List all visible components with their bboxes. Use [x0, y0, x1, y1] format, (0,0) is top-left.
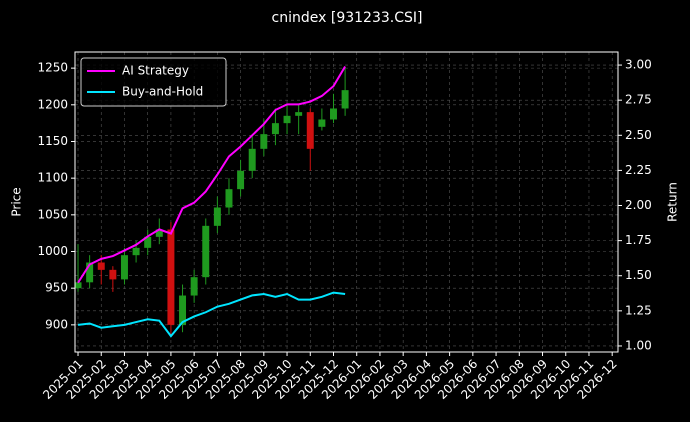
y-tick-label: 1050 — [37, 207, 68, 221]
y-tick-label: 1250 — [37, 61, 68, 75]
candle-body — [341, 90, 349, 109]
candle-body — [190, 277, 198, 296]
candle-body — [213, 207, 221, 226]
candle-body — [179, 295, 187, 325]
candle-body — [271, 123, 279, 135]
y2-tick-label: 2.50 — [625, 128, 652, 142]
candle-body — [144, 236, 152, 248]
candle-body — [237, 170, 245, 190]
candle-body — [202, 225, 210, 278]
candle-body — [283, 115, 291, 124]
y-tick-label: 1150 — [37, 134, 68, 148]
candle-body — [120, 255, 128, 280]
y-tick-label: 1100 — [37, 171, 68, 185]
candle-body — [318, 119, 326, 127]
chart-title: cnindex [931233.CSI] — [272, 10, 423, 26]
candle-body — [97, 262, 105, 270]
candle-body — [167, 229, 175, 325]
y2-tick-label: 2.25 — [625, 163, 652, 177]
candle-body — [132, 247, 140, 256]
candle-body — [330, 108, 337, 120]
y2-axis-label: Return — [666, 182, 680, 222]
legend-label: Buy-and-Hold — [122, 85, 203, 99]
legend-label: AI Strategy — [122, 64, 189, 78]
y-tick-label: 900 — [45, 317, 68, 331]
plot-frame — [74, 51, 619, 353]
candle-body — [295, 112, 303, 116]
candle-body — [109, 269, 117, 280]
line-series — [77, 291, 346, 338]
y-tick-label: 1200 — [37, 97, 68, 111]
y2-tick-label: 1.00 — [625, 338, 652, 352]
candle-body — [74, 282, 82, 289]
y2-tick-label: 1.50 — [625, 268, 652, 282]
candle-body — [86, 262, 94, 283]
y2-tick-label: 2.00 — [625, 198, 652, 212]
candle-body — [260, 134, 268, 149]
candle-body — [225, 189, 233, 208]
y2-tick-label: 1.75 — [625, 233, 652, 247]
candle-body — [306, 112, 314, 149]
y2-tick-label: 3.00 — [625, 58, 652, 72]
candle-body — [248, 148, 256, 171]
y2-tick-label: 1.25 — [625, 303, 652, 317]
candle-body — [155, 229, 163, 237]
line-series — [77, 65, 346, 284]
y-axis-label: Price — [10, 187, 24, 216]
y-tick-label: 950 — [45, 281, 68, 295]
y-tick-label: 1000 — [37, 244, 68, 258]
legend-box — [80, 57, 227, 107]
y2-tick-label: 2.75 — [625, 93, 652, 107]
